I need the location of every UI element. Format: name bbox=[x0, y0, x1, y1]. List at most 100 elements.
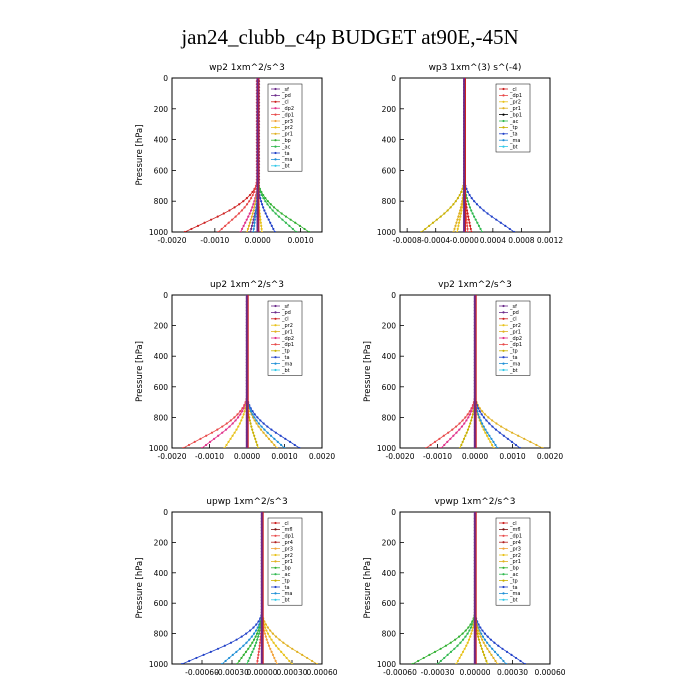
series-point-_ta bbox=[519, 659, 522, 663]
legend-label: _bt bbox=[281, 368, 290, 374]
y-tick-label: 800 bbox=[382, 197, 397, 206]
legend: _sf_pd_cl_dp2_dp1_pr3_pr2_pr1_bp_ac_ta_m… bbox=[267, 83, 303, 172]
series-point-_ma bbox=[493, 650, 497, 653]
legend-marker bbox=[502, 132, 505, 135]
legend-label: _pr1 bbox=[509, 329, 521, 335]
series-point-_cl bbox=[196, 224, 200, 227]
series-point-_pr1 bbox=[460, 203, 463, 206]
series-point-_dp2 bbox=[470, 410, 473, 413]
x-tick-label: -0.0010 bbox=[195, 452, 224, 461]
series-point-_ac bbox=[266, 203, 269, 206]
series-point-_dp1 bbox=[466, 230, 469, 232]
series-point-_ta bbox=[488, 422, 491, 425]
series-point-_pr2 bbox=[268, 635, 271, 638]
legend-marker bbox=[502, 336, 505, 340]
series-point-_dp1 bbox=[468, 410, 471, 413]
legend-marker bbox=[502, 349, 505, 352]
series-point-_pr1 bbox=[310, 659, 314, 663]
series-point-_ma bbox=[484, 428, 487, 431]
series-point-_dp1 bbox=[461, 419, 464, 422]
legend-label: _dp2 bbox=[281, 106, 294, 112]
legend-marker bbox=[274, 349, 277, 352]
series-point-_ma bbox=[220, 662, 224, 664]
legend-marker bbox=[274, 566, 277, 569]
series-point-_pr1 bbox=[251, 212, 254, 215]
series-point-_pr1 bbox=[255, 422, 258, 425]
series-point-_tp bbox=[479, 644, 482, 647]
series-point-_ac bbox=[248, 656, 251, 660]
x-tick-label: -0.0010 bbox=[200, 236, 229, 245]
legend-marker bbox=[502, 598, 505, 601]
series-point-_bp bbox=[411, 662, 414, 664]
series-point-_ma bbox=[251, 413, 254, 416]
y-tick-label: 1000 bbox=[377, 660, 396, 669]
y-tick-label: 400 bbox=[154, 352, 169, 361]
x-tick-label: 0.0008 bbox=[508, 236, 534, 245]
series-point-_dp1 bbox=[255, 662, 259, 664]
y-tick-label: 0 bbox=[163, 291, 168, 300]
series-point-_ac bbox=[274, 212, 277, 215]
legend-marker bbox=[274, 107, 277, 110]
series-point-_ta bbox=[518, 446, 522, 448]
series-point-_dp2 bbox=[241, 410, 244, 413]
series-point-_dp1 bbox=[447, 431, 450, 434]
series-point-_ac bbox=[443, 656, 446, 660]
legend-label: _pd bbox=[509, 310, 519, 316]
series-point-_ta bbox=[510, 440, 513, 443]
series-point-_pr2 bbox=[469, 635, 472, 638]
series-point-_ta bbox=[483, 632, 486, 635]
series-point-_dp2 bbox=[221, 431, 224, 434]
series-point-_ma bbox=[238, 647, 242, 650]
series-point-_dp1 bbox=[257, 653, 260, 656]
legend-label: _tp bbox=[509, 349, 518, 355]
legend-label: _ta bbox=[509, 585, 518, 591]
series-point-_dp1 bbox=[229, 419, 232, 422]
series-point-_pr2 bbox=[490, 443, 494, 447]
series-point-_dp1 bbox=[193, 440, 196, 443]
series-point-_dp1 bbox=[466, 224, 469, 227]
legend-marker bbox=[502, 534, 505, 537]
series-point-_bp bbox=[280, 212, 283, 215]
series-point-_dp1 bbox=[256, 656, 259, 660]
series-point-_bp bbox=[439, 647, 442, 650]
series-point-_pr1 bbox=[249, 218, 252, 221]
series-point-_ta bbox=[504, 224, 507, 227]
series-point-_ac bbox=[476, 221, 479, 224]
x-tick-label: -0.00030 bbox=[215, 668, 249, 677]
series-point-_ac bbox=[262, 197, 265, 200]
legend-marker bbox=[274, 336, 277, 340]
series-point-_cl bbox=[209, 218, 213, 221]
series-point-_ta bbox=[267, 218, 270, 221]
series-point-_ta bbox=[479, 206, 482, 209]
series-point-_pr1 bbox=[496, 662, 499, 664]
series-point-_ma bbox=[257, 422, 261, 425]
y-tick-label: 400 bbox=[382, 352, 397, 361]
y-tick-label: 200 bbox=[382, 105, 397, 114]
series-point-_dp2 bbox=[241, 227, 244, 231]
legend-label: _tp bbox=[281, 349, 290, 355]
series-point-_pr1 bbox=[455, 221, 458, 224]
series-point-_tp bbox=[251, 428, 254, 431]
series-point-_ma bbox=[245, 641, 248, 644]
y-tick-label: 400 bbox=[382, 136, 397, 145]
series-point-_ta bbox=[195, 656, 198, 660]
series-point-_bp bbox=[428, 653, 431, 656]
legend-label: _bp1 bbox=[509, 112, 522, 118]
legend-label: _sf bbox=[281, 304, 289, 310]
series-point-_pr2 bbox=[492, 446, 495, 448]
series-point-_tp bbox=[449, 206, 452, 209]
panel-5: vpwp 1xm^2/s^3 0 200 400 600 800 1000 Pressure … bbox=[363, 497, 566, 677]
series-point-_pr2 bbox=[459, 215, 462, 218]
series-point-_pr1 bbox=[274, 635, 278, 638]
legend-marker bbox=[502, 521, 505, 525]
x-tick-label: 0.0000 bbox=[462, 452, 488, 461]
x-tick-label: -0.0010 bbox=[423, 452, 452, 461]
series-point-_ta bbox=[269, 221, 272, 224]
series-point-_dp1 bbox=[251, 193, 254, 197]
series-point-_pr2 bbox=[241, 416, 244, 419]
series-point-_cl bbox=[469, 227, 472, 231]
series-point-_pr3 bbox=[265, 638, 268, 641]
series-point-_dp1 bbox=[217, 230, 220, 232]
series-point-_ta bbox=[272, 227, 275, 231]
y-tick-label: 1000 bbox=[377, 444, 396, 453]
